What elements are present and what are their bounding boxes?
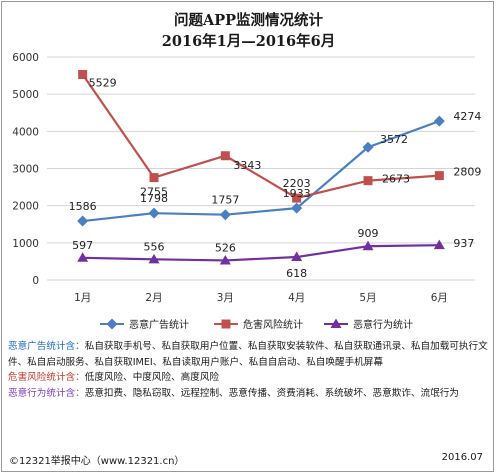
data-label: 3572 — [380, 133, 408, 146]
data-point — [292, 193, 302, 203]
data-point — [433, 239, 445, 250]
x-tick-label: 3月 — [217, 292, 234, 304]
x-tick-label: 5月 — [359, 292, 376, 304]
x-tick-label: 1月 — [74, 292, 91, 304]
data-label: 1798 — [140, 192, 168, 205]
data-label: 909 — [358, 227, 379, 240]
x-tick-label: 2月 — [145, 292, 162, 304]
data-label: 618 — [286, 267, 307, 280]
data-label: 2673 — [382, 173, 410, 186]
line-chart: 0 1000 2000 3000 4000 5000 6000 1月 2月 3月 4月 5月 6月 158… — [12, 52, 481, 331]
x-tick-label: 6月 — [431, 292, 448, 304]
data-point — [77, 252, 89, 262]
data-label: 526 — [215, 241, 236, 254]
data-label: 2203 — [283, 177, 311, 190]
y-tick-label: 5000 — [12, 89, 39, 101]
footer-source: ©12321举报中心（www.12321.cn） — [9, 456, 185, 467]
data-point — [78, 70, 88, 80]
y-tick-label: 1000 — [12, 238, 39, 250]
legend-label: 危害风险统计 — [243, 318, 303, 331]
data-label: 3343 — [233, 159, 261, 172]
data-point — [363, 176, 373, 186]
y-tick-label: 6000 — [12, 52, 39, 64]
data-label: 1933 — [283, 187, 311, 200]
data-label: 937 — [453, 237, 474, 250]
ad-notes-text: 私自获取手机号、私自获取用户位置、私自获取安装软件、私自获取通讯录、私自加载可执… — [8, 341, 488, 368]
behavior-notes-text: 恶意扣费、隐私窃取、远程控制、恶意传播、资费消耗、系统破坏、恶意欺诈、流氓行为 — [84, 387, 459, 399]
y-tick-label: 4000 — [12, 126, 39, 138]
data-point — [219, 209, 231, 221]
legend-marker — [330, 318, 342, 328]
series-line — [82, 120, 440, 223]
y-tick-label: 2000 — [12, 201, 39, 213]
data-point — [149, 173, 159, 183]
data-label: 1757 — [211, 194, 239, 207]
legend-marker — [106, 318, 118, 330]
data-label: 556 — [144, 240, 165, 253]
y-tick-label: 3000 — [12, 164, 39, 176]
x-tick-label: 4月 — [288, 292, 305, 304]
chart-subtitle: 2016年1月—2016年6月 — [161, 33, 336, 50]
chart-notes: 恶意广告统计含：私自获取手机号、私自获取用户位置、私自获取安装软件、私自获取通讯… — [8, 339, 492, 401]
series-line — [82, 244, 440, 262]
data-point — [291, 251, 303, 262]
data-point — [148, 207, 160, 219]
data-label: 5529 — [89, 77, 117, 90]
chart-title: 问题APP监测情况统计 — [173, 12, 324, 29]
ad-notes-label: 恶意广告统计含： — [8, 341, 85, 352]
legend-marker — [221, 319, 231, 329]
series-line — [81, 73, 440, 200]
y-tick-label: 0 — [32, 275, 39, 287]
risk-notes-label: 危害风险统计含： — [8, 372, 85, 384]
behavior-notes-label: 恶意行为统计含： — [8, 387, 85, 399]
data-label: 4274 — [453, 110, 481, 123]
data-point — [219, 254, 231, 265]
data-point — [362, 240, 374, 251]
data-point — [433, 115, 445, 127]
data-point — [291, 202, 303, 214]
data-label: 2809 — [453, 166, 481, 179]
data-label: 2755 — [140, 186, 168, 199]
data-point — [77, 215, 89, 227]
data-label: 1586 — [69, 200, 97, 213]
data-label: 597 — [72, 239, 93, 252]
legend-label: 恶意广告统计 — [129, 318, 189, 331]
footer-date: 2016.07 — [441, 452, 483, 463]
data-point — [362, 141, 374, 153]
risk-notes-text: 低度风险、中度风险、高度风险 — [84, 372, 220, 384]
data-point — [434, 171, 444, 181]
data-point — [220, 151, 230, 161]
legend-label: 恶意行为统计 — [353, 318, 413, 331]
data-point — [148, 253, 160, 264]
